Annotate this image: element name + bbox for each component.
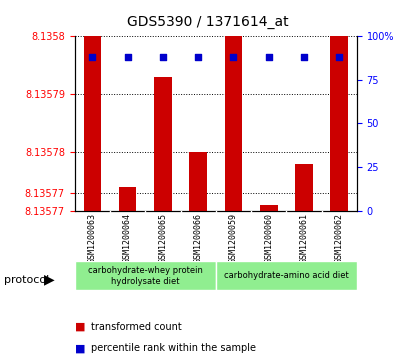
Text: GSM1200060: GSM1200060 <box>264 213 273 263</box>
Text: GSM1200062: GSM1200062 <box>335 213 344 263</box>
Point <box>266 54 272 60</box>
Text: protocol: protocol <box>4 274 49 285</box>
FancyBboxPatch shape <box>216 261 357 290</box>
Bar <box>83 0 101 211</box>
Point <box>230 54 237 60</box>
Text: carbohydrate-amino acid diet: carbohydrate-amino acid diet <box>224 272 349 280</box>
Point <box>160 54 166 60</box>
Text: ▶: ▶ <box>44 273 54 286</box>
Text: GDS5390 / 1371614_at: GDS5390 / 1371614_at <box>127 15 288 29</box>
Text: GSM1200059: GSM1200059 <box>229 213 238 263</box>
Text: transformed count: transformed count <box>91 322 182 332</box>
Text: GSM1200064: GSM1200064 <box>123 213 132 263</box>
Text: percentile rank within the sample: percentile rank within the sample <box>91 343 256 354</box>
Bar <box>330 0 348 211</box>
Point <box>301 54 308 60</box>
Bar <box>225 0 242 211</box>
Point <box>336 54 343 60</box>
Bar <box>154 77 172 211</box>
Text: GSM1200063: GSM1200063 <box>88 213 97 263</box>
Bar <box>119 187 137 211</box>
Text: GSM1200065: GSM1200065 <box>159 213 167 263</box>
Bar <box>189 152 207 211</box>
Point <box>89 54 95 60</box>
Text: ■: ■ <box>75 343 85 354</box>
Bar <box>260 205 278 211</box>
Text: carbohydrate-whey protein
hydrolysate diet: carbohydrate-whey protein hydrolysate di… <box>88 266 203 286</box>
Point <box>124 54 131 60</box>
Point <box>195 54 202 60</box>
Text: GSM1200066: GSM1200066 <box>194 213 203 263</box>
FancyBboxPatch shape <box>75 261 216 290</box>
Bar <box>295 164 313 211</box>
Text: GSM1200061: GSM1200061 <box>300 213 308 263</box>
Text: ■: ■ <box>75 322 85 332</box>
